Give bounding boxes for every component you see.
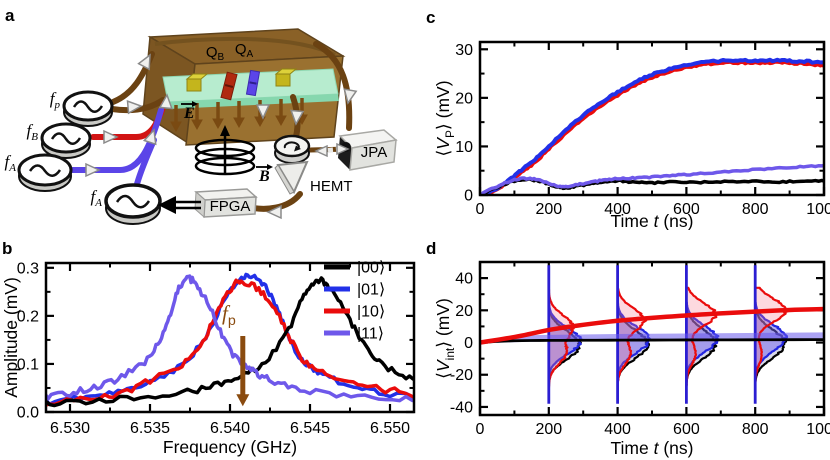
circulator [273, 134, 311, 164]
svg-text:Time t (ns): Time t (ns) [611, 211, 694, 230]
svg-text:⟨VP⟩ (mV): ⟨VP⟩ (mV) [433, 80, 457, 156]
label-B-field: B [258, 168, 270, 185]
output-connector [274, 68, 298, 87]
svg-text:600: 600 [673, 201, 700, 218]
svg-text:20: 20 [455, 90, 473, 107]
svg-text:Amplitude (mV): Amplitude (mV) [1, 277, 21, 398]
svg-text:0: 0 [476, 421, 485, 438]
input-connector [185, 73, 209, 92]
fpga-feedback-arrow [158, 196, 201, 214]
e-vector-arrow [181, 101, 198, 107]
svg-text:0.3: 0.3 [17, 260, 39, 277]
jpa-box [338, 129, 398, 171]
panel-a-text: fp fB fA fA QB QA E B FPGA HEMT JPA [5, 41, 388, 215]
generator-fp [62, 90, 114, 127]
label-fpga: FPGA [210, 198, 251, 215]
svg-text:-20: -20 [450, 367, 473, 384]
svg-text:30: 30 [455, 42, 473, 59]
svg-text:0: 0 [464, 188, 473, 205]
svg-text:|11⟩: |11⟩ [357, 326, 384, 343]
svg-text:|00⟩: |00⟩ [357, 260, 385, 277]
svg-text:6.545: 6.545 [290, 420, 330, 437]
signal-flow-arrows [85, 53, 358, 220]
svg-text:200: 200 [535, 421, 562, 438]
svg-text:6.540: 6.540 [210, 420, 250, 437]
svg-text:0.1: 0.1 [17, 356, 39, 373]
label-jpa: JPA [361, 144, 387, 161]
svg-text:800: 800 [742, 421, 769, 438]
qubit-A [245, 69, 261, 97]
svg-text:0: 0 [464, 335, 473, 352]
svg-text:0: 0 [476, 201, 485, 218]
b-field-coil [194, 125, 256, 176]
panel-label-a: a [5, 6, 15, 25]
svg-text:|10⟩: |10⟩ [357, 304, 385, 321]
svg-text:6.535: 6.535 [130, 420, 170, 437]
svg-text:40: 40 [455, 271, 473, 288]
panel-a-schematic: fp fB fA fA QB QA E B FPGA HEMT JPA [5, 28, 398, 225]
label-QB: QB [206, 44, 225, 63]
svg-text:800: 800 [742, 201, 769, 218]
svg-text:20: 20 [455, 303, 473, 320]
svg-text:600: 600 [673, 421, 700, 438]
fpga-box [194, 188, 258, 219]
label-hemt: HEMT [310, 178, 353, 195]
svg-text:400: 400 [604, 201, 631, 218]
generator-fA [17, 153, 73, 192]
svg-text:Frequency (GHz): Frequency (GHz) [163, 437, 297, 457]
panel-b-chart: 6.530 6.535 6.540 6.545 6.550 0.0 0.1 0.2 0.3 |00… [1, 260, 416, 457]
svg-text:0.0: 0.0 [17, 405, 39, 422]
svg-text:fp: fp [222, 301, 236, 329]
svg-text:-40: -40 [450, 399, 473, 416]
qubit-B [220, 71, 238, 101]
panel-label-b: b [2, 239, 13, 258]
panel-label-c: c [426, 8, 436, 27]
label-fB: fB [27, 121, 39, 143]
panel-label-d: d [426, 239, 437, 258]
label-QA: QA [235, 41, 254, 60]
label-fp: fp [50, 89, 61, 111]
hemt-amplifier [274, 160, 309, 195]
svg-text:6.550: 6.550 [370, 420, 410, 437]
generator-fA2 [104, 183, 162, 225]
svg-text:|01⟩: |01⟩ [357, 282, 385, 299]
e-field-arrows [170, 98, 308, 133]
generator-fB [40, 122, 92, 159]
svg-text:10: 10 [455, 139, 473, 156]
svg-text:Time t (ns): Time t (ns) [611, 438, 694, 458]
label-fA2: fA [91, 187, 103, 209]
label-fA: fA [5, 152, 17, 174]
svg-text:6.530: 6.530 [50, 420, 90, 437]
label-E-field: E [183, 105, 195, 122]
svg-text:⟨Vint⟩ (mV): ⟨Vint⟩ (mV) [433, 298, 457, 379]
svg-text:200: 200 [535, 201, 562, 218]
svg-text:400: 400 [604, 421, 631, 438]
b-vector-arrow [256, 164, 273, 170]
svg-text:0.2: 0.2 [17, 308, 39, 325]
